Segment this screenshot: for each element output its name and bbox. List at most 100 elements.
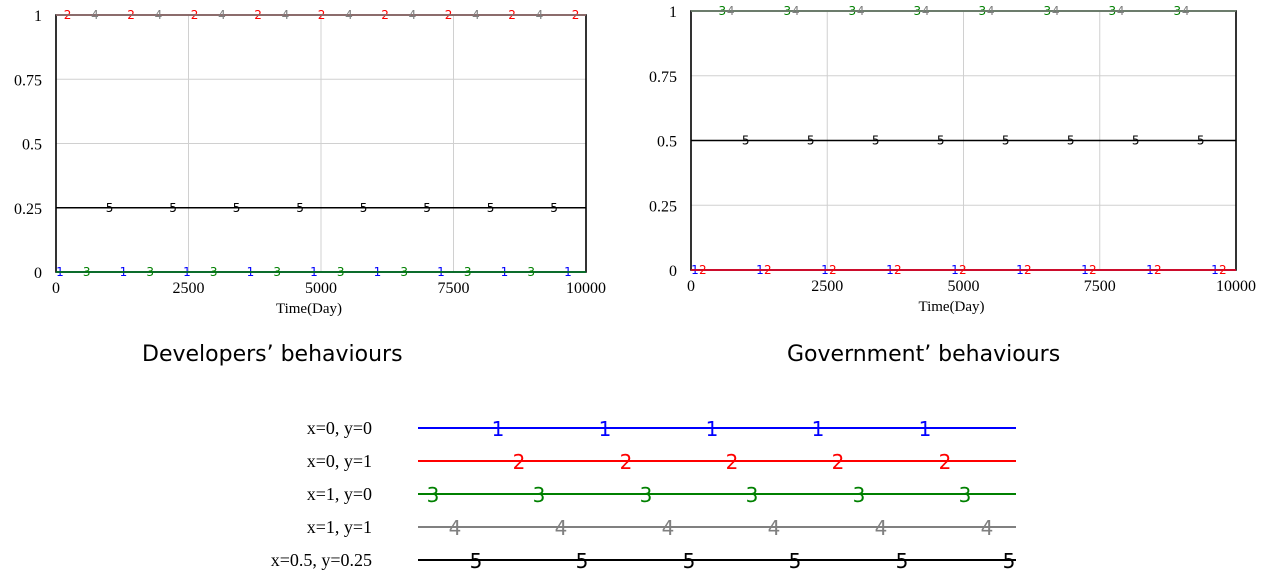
legend-marker: 5 [1003,549,1016,573]
legend-marker: 4 [662,516,675,540]
series-marker-4: 4 [1182,4,1190,18]
series-marker-5: 5 [1067,134,1075,148]
legend-entry-4: x=1, y=1 4 4 4 4 4 4 [307,516,1016,540]
series-marker-2: 2 [1219,263,1227,277]
legend-marker: 2 [726,450,739,474]
x-tick-label: 5000 [305,280,337,297]
series-5: 5 5 5 5 5 5 5 5 [56,201,586,215]
series-marker-4: 4 [536,8,544,22]
series-marker-5: 5 [360,201,368,215]
legend-marker: 4 [875,516,888,540]
series-marker-3: 3 [83,265,91,279]
legend-marker: 2 [832,450,845,474]
legend-label: x=0, y=1 [307,451,372,471]
series-2: 2 2 2 2 2 2 2 2 2 [691,263,1236,277]
chart-1: 0 2500 5000 7500 10000 0 0.25 0.5 0.75 1 Time(Day)… [14,8,606,317]
legend-entry-1: x=0, y=0 1 1 1 1 1 [307,417,1016,441]
series-marker-4: 4 [792,4,800,18]
series-marker-5: 5 [106,201,114,215]
y-tick-label: 0.5 [22,137,42,154]
x-tick-label: 7500 [438,280,470,297]
x-tick-label: 10000 [566,280,606,297]
y-tick-label: 0.75 [649,69,677,86]
series-marker-2: 2 [764,263,772,277]
x-tick-label: 0 [52,280,60,297]
legend-marker: 5 [683,549,696,573]
legend-marker: 3 [853,483,866,507]
caption-developers: Developers’ behaviours [142,342,403,367]
legend-label: x=1, y=0 [307,484,372,504]
x-tick-label: 2500 [173,280,205,297]
series-marker-2: 2 [959,263,967,277]
legend-marker: 2 [620,450,633,474]
series-marker-4: 4 [345,8,353,22]
x-axis-label: Time(Day) [276,301,342,317]
legend: x=0, y=0 1 1 1 1 1 x=0, y=1 2 2 2 2 2 x=1, y=0 3 3 3 3 3 3… [271,417,1016,573]
x-tick-label: 10000 [1216,278,1256,295]
legend-marker: 4 [981,516,994,540]
series-marker-3: 3 [464,265,472,279]
series-marker-4: 4 [155,8,163,22]
series-marker-5: 5 [1002,134,1010,148]
series-marker-3: 3 [273,265,281,279]
legend-label: x=1, y=1 [307,517,372,537]
legend-marker: 2 [513,450,526,474]
series-marker-3: 3 [146,265,154,279]
legend-marker: 1 [492,417,505,441]
legend-entry-3: x=1, y=0 3 3 3 3 3 3 [307,483,1016,507]
legend-marker: 3 [959,483,972,507]
series-marker-2: 2 [699,263,707,277]
series-marker-3: 3 [400,265,408,279]
legend-label: x=0.5, y=0.25 [271,550,372,570]
legend-marker: 3 [640,483,653,507]
legend-marker: 5 [576,549,589,573]
legend-marker: 1 [706,417,719,441]
legend-marker: 5 [896,549,909,573]
series-marker-4: 4 [472,8,480,22]
legend-marker: 4 [555,516,568,540]
series-marker-2: 2 [1154,263,1162,277]
series-marker-4: 4 [922,4,930,18]
legend-marker: 5 [470,549,483,573]
series-5: 5 5 5 5 5 5 5 5 [691,134,1236,148]
caption-government: Government’ behaviours [787,342,1061,367]
series-marker-5: 5 [233,201,241,215]
series-marker-2: 2 [829,263,837,277]
legend-marker: 4 [768,516,781,540]
y-tick-label: 0 [669,263,677,280]
legend-marker: 1 [599,417,612,441]
y-tick-label: 0.5 [657,134,677,151]
series-marker-4: 4 [1052,4,1060,18]
series-marker-4: 4 [727,4,735,18]
series-marker-2: 2 [894,263,902,277]
legend-marker: 5 [789,549,802,573]
series-marker-5: 5 [169,201,177,215]
legend-marker: 3 [427,483,440,507]
series-marker-2: 2 [1024,263,1032,277]
series-marker-4: 4 [1117,4,1125,18]
series-marker-4: 4 [857,4,865,18]
series-marker-5: 5 [550,201,558,215]
x-tick-label: 5000 [948,278,980,295]
series-marker-5: 5 [872,134,880,148]
y-tick-label: 0.25 [649,198,677,215]
series-marker-4: 4 [409,8,417,22]
legend-marker: 1 [919,417,932,441]
x-axis-label: Time(Day) [918,299,984,315]
x-tick-label: 2500 [811,278,843,295]
legend-label: x=0, y=0 [307,418,372,438]
y-tick-label: 1 [34,8,42,25]
series-marker-2: 2 [1089,263,1097,277]
legend-marker: 1 [812,417,825,441]
legend-entry-2: x=0, y=1 2 2 2 2 2 [307,450,1016,474]
series-marker-5: 5 [487,201,495,215]
series-marker-5: 5 [1132,134,1140,148]
series-4: 4 4 4 4 4 4 4 4 [691,4,1236,18]
series-4: 4 4 4 4 4 4 4 4 [56,8,586,22]
series-marker-3: 3 [527,265,535,279]
series-marker-4: 4 [218,8,226,22]
series-marker-4: 4 [282,8,290,22]
chart-2: 0 2500 5000 7500 10000 0 0.25 0.5 0.75 1 Time(Day)… [649,4,1256,315]
y-tick-label: 1 [669,4,677,21]
